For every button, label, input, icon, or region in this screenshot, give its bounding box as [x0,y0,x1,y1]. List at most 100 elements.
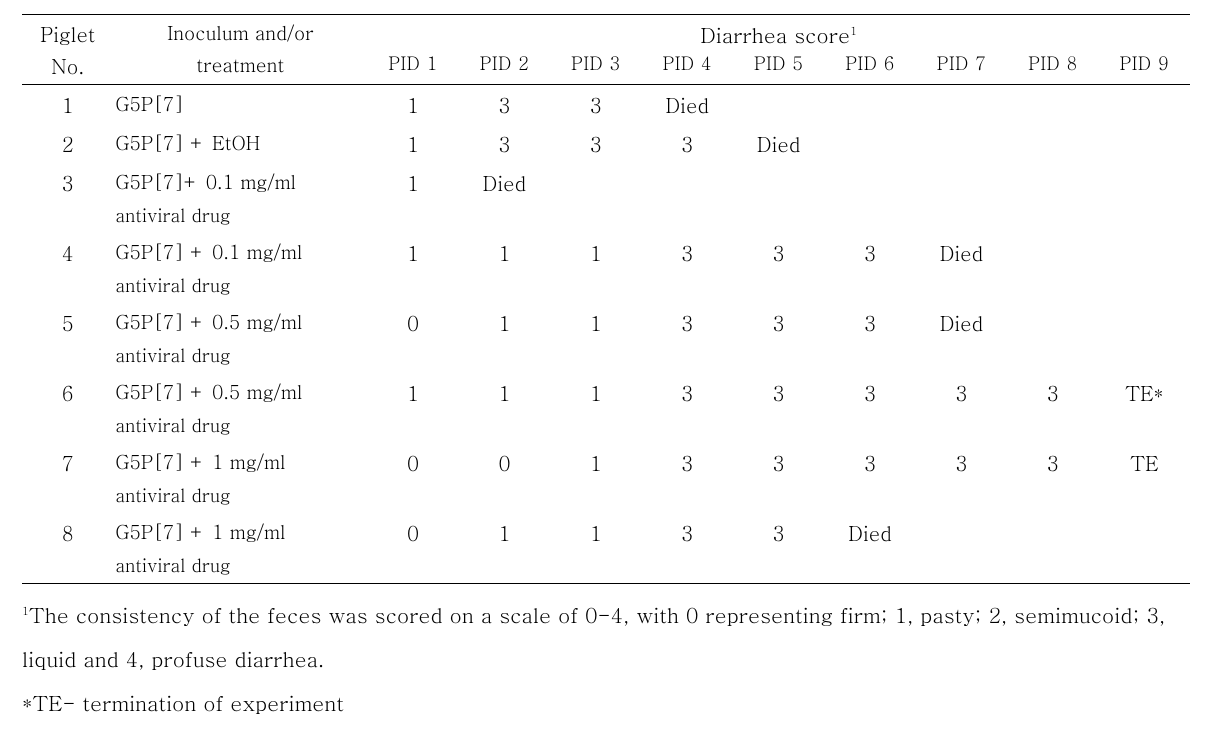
cell-pid: 1 [550,233,641,303]
cell-pid: 3 [733,303,824,373]
cell-pid [1007,124,1098,163]
footnote-1: 1The consistency of the feces was scored… [22,592,1190,680]
cell-pid: TE* [1099,373,1190,443]
cell-pid [1099,124,1190,163]
cell-piglet-no: 5 [22,303,113,373]
cell-pid [1099,303,1190,373]
cell-pid [733,85,824,125]
cell-pid [733,163,824,233]
hdr-pid-2: PID 2 [459,51,550,85]
table-body: 1G5P[7]133Died2G5P[7] + EtOH1333Died3G5P… [22,85,1190,584]
hdr-diarrhea-score-sup: 1 [850,23,857,39]
cell-pid: 3 [733,513,824,584]
hdr-inoculum-1: Inoculum and/or [113,15,367,52]
cell-pid [916,163,1007,233]
treatment-main: G5P[7] + EtOH [115,129,260,156]
cell-pid: 1 [550,303,641,373]
treatment-sub: antiviral drug [115,475,367,508]
cell-piglet-no: 7 [22,443,113,513]
cell-pid [916,124,1007,163]
cell-pid: 3 [824,233,915,303]
cell-pid: 3 [824,443,915,513]
hdr-pid-3: PID 3 [550,51,641,85]
cell-pid [824,85,915,125]
cell-pid: 3 [733,443,824,513]
treatment-sub: antiviral drug [115,195,367,228]
hdr-diarrhea-score: Diarrhea score1 [367,15,1190,52]
cell-pid: 3 [550,85,641,125]
hdr-piglet-1: Piglet [22,15,113,52]
treatment-main: G5P[7] + 1 mg/ml [115,518,285,545]
cell-pid: 3 [824,303,915,373]
hdr-pid-9: PID 9 [1099,51,1190,85]
treatment-sub: antiviral drug [115,405,367,438]
cell-treatment: G5P[7] + 1 mg/mlantiviral drug [113,443,367,513]
hdr-pid-1: PID 1 [367,51,458,85]
cell-pid: Died [824,513,915,584]
hdr-pid-6: PID 6 [824,51,915,85]
table-row: 2G5P[7] + EtOH1333Died [22,124,1190,163]
table-row: 3G5P[7]+ 0.1 mg/mlantiviral drug1Died [22,163,1190,233]
treatment-main: G5P[7] [115,90,183,117]
cell-pid: 3 [642,124,733,163]
cell-pid: Died [916,233,1007,303]
treatment-main: G5P[7]+ 0.1 mg/ml [115,168,296,195]
diarrhea-score-table: Piglet Inoculum and/or Diarrhea score1 N… [22,14,1190,584]
cell-pid: 3 [916,373,1007,443]
cell-pid: 1 [367,163,458,233]
hdr-inoculum-2: treatment [113,51,367,85]
cell-pid: 1 [550,513,641,584]
cell-pid: 1 [459,373,550,443]
cell-pid [1099,233,1190,303]
hdr-pid-8: PID 8 [1007,51,1098,85]
cell-piglet-no: 3 [22,163,113,233]
cell-pid: 3 [1007,373,1098,443]
footnote-2: *TE- termination of experiment [22,680,1190,724]
cell-piglet-no: 8 [22,513,113,584]
cell-pid: 1 [459,513,550,584]
cell-pid [824,124,915,163]
cell-pid: 1 [367,233,458,303]
treatment-main: G5P[7] + 1 mg/ml [115,448,285,475]
treatment-sub: antiviral drug [115,335,367,368]
table-row: 4G5P[7] + 0.1 mg/mlantiviral drug111333D… [22,233,1190,303]
cell-pid: 3 [550,124,641,163]
cell-pid [1099,163,1190,233]
cell-pid [1007,233,1098,303]
cell-pid [1007,303,1098,373]
cell-pid: 3 [733,233,824,303]
cell-treatment: G5P[7] + 0.5 mg/mlantiviral drug [113,373,367,443]
cell-pid: 3 [642,443,733,513]
cell-pid: 1 [550,373,641,443]
cell-pid: 1 [459,303,550,373]
cell-pid: 1 [367,373,458,443]
cell-pid: 3 [1007,443,1098,513]
hdr-pid-5: PID 5 [733,51,824,85]
cell-pid: 0 [459,443,550,513]
cell-pid [1007,85,1098,125]
cell-pid: 1 [367,124,458,163]
cell-pid [1099,85,1190,125]
cell-pid: TE [1099,443,1190,513]
cell-pid: 3 [642,303,733,373]
cell-pid: 1 [550,443,641,513]
treatment-main: G5P[7] + 0.1 mg/ml [115,238,302,265]
cell-pid: 3 [642,513,733,584]
hdr-piglet-2: No. [22,51,113,85]
cell-treatment: G5P[7]+ 0.1 mg/mlantiviral drug [113,163,367,233]
treatment-sub: antiviral drug [115,265,367,298]
cell-pid [824,163,915,233]
table-row: 1G5P[7]133Died [22,85,1190,125]
cell-pid: 0 [367,443,458,513]
cell-pid: 0 [367,303,458,373]
table-row: 8G5P[7] + 1 mg/mlantiviral drug01133Died [22,513,1190,584]
hdr-pid-7: PID 7 [916,51,1007,85]
treatment-sub: antiviral drug [115,545,367,578]
cell-pid [1007,163,1098,233]
cell-piglet-no: 2 [22,124,113,163]
cell-pid: Died [642,85,733,125]
cell-pid: Died [916,303,1007,373]
cell-pid [550,163,641,233]
cell-treatment: G5P[7] + 0.1 mg/mlantiviral drug [113,233,367,303]
footnote-1-sup: 1 [22,603,29,619]
